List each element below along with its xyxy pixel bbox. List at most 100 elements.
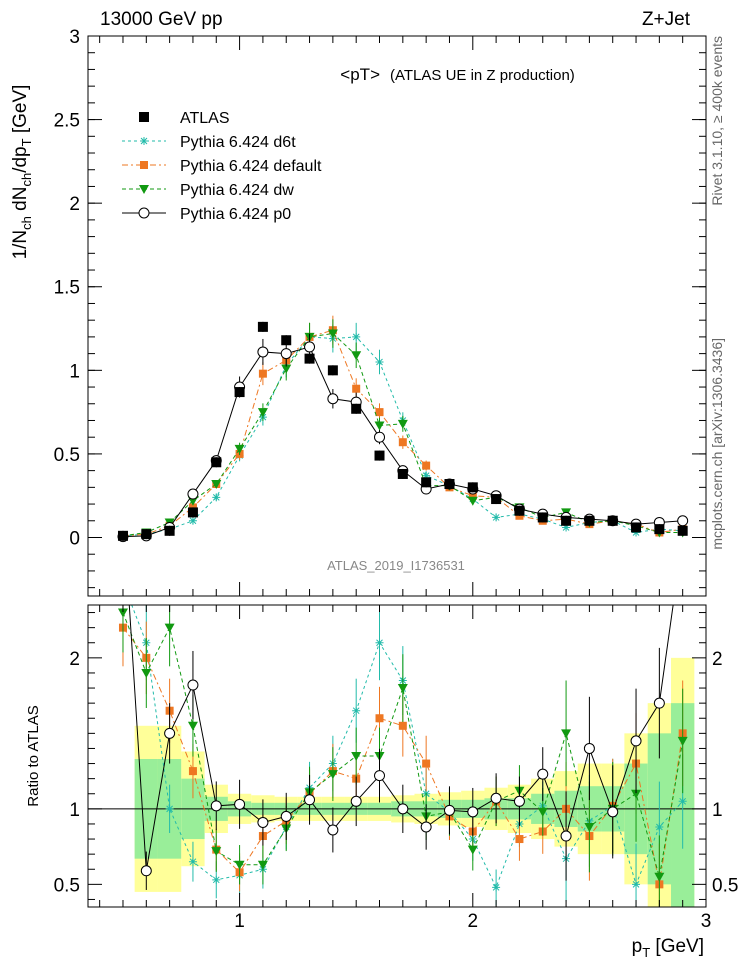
ratio-point bbox=[188, 857, 197, 866]
x-tick-label: 3 bbox=[701, 911, 712, 932]
plot-subtitle: (ATLAS UE in Z production) bbox=[390, 67, 575, 84]
ratio-point bbox=[375, 714, 384, 723]
ratio-point bbox=[350, 795, 362, 807]
data-point bbox=[258, 369, 267, 378]
data-point bbox=[327, 329, 338, 339]
data-point bbox=[141, 529, 152, 540]
data-point bbox=[374, 450, 385, 461]
data-point bbox=[537, 512, 548, 523]
ratio-y-tick-label-right: 2 bbox=[712, 649, 723, 670]
data-point bbox=[677, 525, 688, 536]
data-point bbox=[212, 493, 221, 502]
ratio-point bbox=[351, 752, 362, 761]
process-label: Z+Jet bbox=[642, 9, 691, 30]
data-point bbox=[304, 341, 316, 353]
ratio-point bbox=[327, 770, 338, 780]
ratio-point bbox=[119, 578, 127, 586]
ratio-point bbox=[187, 679, 199, 691]
data-point bbox=[398, 438, 407, 447]
ratio-point bbox=[280, 810, 292, 822]
main-frame bbox=[87, 35, 707, 597]
main-y-tick-label: 1.5 bbox=[54, 278, 80, 299]
ratio-point bbox=[141, 668, 152, 678]
main-y-tick-label: 3 bbox=[69, 27, 80, 48]
data-point bbox=[584, 515, 595, 526]
data-point bbox=[515, 511, 524, 520]
ratio-point bbox=[375, 638, 384, 647]
main-y-tick-label: 2 bbox=[69, 194, 80, 215]
ratio-point bbox=[422, 759, 431, 768]
ratio-point bbox=[631, 789, 642, 799]
legend: ATLAS Pythia 6.424 d6t Pythia 6.424 defaul… bbox=[122, 110, 322, 223]
ratio-point bbox=[397, 684, 408, 694]
data-point bbox=[352, 332, 361, 341]
legend-marker bbox=[138, 207, 150, 219]
x-tick-label: 1 bbox=[234, 911, 245, 932]
ratio-point bbox=[537, 768, 549, 780]
ratio-point bbox=[513, 795, 525, 807]
data-point bbox=[677, 515, 689, 527]
data-point bbox=[257, 408, 268, 418]
ratio-series-pythia-6-424-p0 bbox=[118, 502, 684, 890]
legend-entry: Pythia 6.424 dw bbox=[122, 182, 294, 199]
main-axis-ticks: 0 0.5 1 1.5 2 2.5 3 bbox=[54, 27, 706, 596]
ratio-point bbox=[467, 845, 478, 855]
data-point bbox=[514, 505, 525, 516]
ratio-point bbox=[210, 800, 222, 812]
data-point bbox=[444, 479, 455, 489]
ratio-point bbox=[187, 721, 198, 731]
legend-entry: Pythia 6.424 default bbox=[122, 158, 322, 175]
ratio-point bbox=[257, 816, 269, 828]
ratio-point bbox=[234, 798, 246, 810]
ratio-point bbox=[677, 736, 688, 746]
legend-label: Pythia 6.424 p0 bbox=[180, 206, 291, 223]
ratio-point bbox=[654, 872, 665, 882]
data-point bbox=[375, 408, 384, 417]
main-panel: 0 0.5 1 1.5 2 2.5 3 <pT> (ATLAS UE in Z produc… bbox=[54, 27, 707, 597]
x-axis-label: pT [GeV] bbox=[632, 936, 704, 960]
data-point bbox=[421, 477, 432, 488]
data-point bbox=[467, 496, 478, 506]
data-point bbox=[327, 393, 339, 405]
ratio-point bbox=[561, 729, 572, 739]
ratio-point bbox=[630, 735, 642, 747]
data-point bbox=[375, 357, 384, 366]
data-point bbox=[491, 494, 502, 505]
data-point bbox=[117, 530, 128, 541]
data-point bbox=[281, 335, 292, 346]
data-point bbox=[562, 523, 571, 532]
data-point bbox=[374, 431, 386, 443]
data-point bbox=[257, 346, 269, 358]
ratio-frame bbox=[87, 604, 707, 908]
ratio-point bbox=[118, 502, 128, 512]
data-point bbox=[468, 491, 477, 500]
data-point bbox=[164, 525, 175, 536]
data-point bbox=[327, 365, 338, 376]
plot-title: <pT> bbox=[340, 65, 380, 84]
legend-label: Pythia 6.424 d6t bbox=[180, 134, 296, 151]
ratio-series-layer bbox=[117, 502, 688, 907]
ratio-y-axis-label: Ratio to ATLAS bbox=[25, 705, 42, 806]
ratio-point bbox=[583, 742, 595, 754]
data-point bbox=[397, 468, 408, 479]
data-point bbox=[351, 403, 362, 414]
data-point bbox=[234, 387, 245, 398]
ratio-point bbox=[397, 803, 409, 815]
ratio-point bbox=[492, 883, 501, 892]
mcplots-info: mcplots.cern.ch [arXiv:1306.3436] bbox=[709, 338, 725, 550]
data-point bbox=[187, 496, 198, 506]
ratio-y-tick-label: 1 bbox=[69, 800, 80, 821]
data-point bbox=[211, 457, 222, 468]
ratio-point bbox=[257, 860, 268, 870]
data-point bbox=[351, 351, 362, 361]
ratio-point bbox=[632, 880, 641, 889]
data-point bbox=[234, 444, 245, 454]
ratio-point bbox=[164, 727, 176, 739]
data-point bbox=[280, 348, 292, 360]
ratio-point bbox=[584, 822, 595, 832]
data-point bbox=[374, 421, 385, 431]
ratio-point bbox=[537, 807, 548, 817]
data-point bbox=[257, 321, 268, 332]
data-point bbox=[631, 522, 642, 533]
rivet-info: Rivet 3.1.10, ≥ 400k events bbox=[709, 36, 725, 206]
